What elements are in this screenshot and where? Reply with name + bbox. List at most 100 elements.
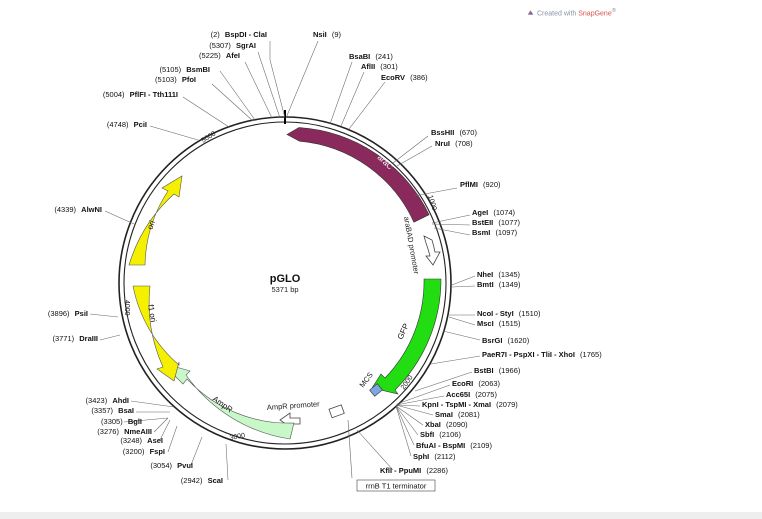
site-name: PsiI [75, 309, 88, 318]
site-BsmI: BsmI (1097) [472, 228, 518, 237]
site-pos: (5004) [103, 90, 125, 99]
site-SbfI: SbfI (2106) [420, 430, 461, 439]
site-name: FspI [150, 447, 165, 456]
site-NcoI-StyI: NcoI - StyI (1510) [477, 309, 541, 318]
site-pos: (5307) [209, 41, 231, 50]
site-name: BstEII [472, 218, 493, 227]
site-AgeI: AgeI (1074) [472, 208, 516, 217]
feature-araC: araC [286, 127, 430, 223]
site-num: (1966) [499, 366, 521, 375]
tick-label-5000: 5000 [200, 130, 217, 144]
site-name: NruI [435, 139, 450, 148]
snapgene-credit: Created with SnapGene® [527, 8, 616, 17]
site-BsaBI: BsaBI (241) [349, 52, 393, 61]
site-name: NcoI - StyI [477, 309, 514, 318]
site-num: (1345) [498, 270, 520, 279]
site-num: (920) [483, 180, 501, 189]
site-pos: (3054) [150, 461, 172, 470]
site-num: (1349) [499, 280, 521, 289]
site-SmaI: SmaI (2081) [435, 410, 480, 419]
site-num: (2090) [446, 420, 468, 429]
site-name: KpnI - TspMI - XmaI [422, 400, 491, 409]
site-pos: (3248) [120, 436, 142, 445]
site-AhdI: (3423) AhdI [86, 396, 129, 405]
site-name: PfoI [182, 75, 196, 84]
site-num: (301) [380, 62, 398, 71]
feature-label-f1-ori: f1 ori [146, 304, 158, 323]
site-name: BssHII [431, 128, 454, 137]
site-NheI: NheI (1345) [477, 270, 521, 279]
credit-brand: SnapGene [578, 10, 612, 18]
site-BsmBI: (5105) BsmBI [159, 65, 210, 74]
plasmid-size: 5371 bp [271, 285, 298, 294]
site-name: NsiI [313, 30, 327, 39]
site-num: (2106) [439, 430, 461, 439]
feature-ori: ori [128, 175, 183, 266]
site-name: BsrGI [482, 336, 502, 345]
feature-f1-ori: f1 ori [132, 285, 180, 382]
site-NruI: NruI (708) [435, 139, 473, 148]
terminator-label-box [356, 479, 436, 492]
site-num: (2075) [475, 390, 497, 399]
site-pos: (3357) [91, 406, 113, 415]
feature-label-araBAD-promoter: araBAD promoter [402, 216, 421, 276]
site-name: BfuAI - BspMI [416, 441, 465, 450]
site-name: SgrAI [236, 41, 256, 50]
site-name: SmaI [435, 410, 453, 419]
site-EcoRV: EcoRV (386) [381, 73, 428, 82]
site-num: (2109) [470, 441, 492, 450]
site-name: KflI - PpuMI [380, 466, 421, 475]
site-name: AseI [147, 436, 163, 445]
site-PflFI-Tth111I: (5004) PflFI - Tth111I [103, 90, 178, 99]
site-num: (1074) [493, 208, 515, 217]
site-num: (386) [410, 73, 428, 82]
site-KflI-PpuMI: KflI - PpuMI (2286) [380, 466, 449, 475]
site-name: ScaI [208, 476, 223, 485]
site-PciI: (4748) PciI [107, 120, 147, 129]
site-PsiI: (3896) PsiI [48, 309, 88, 318]
site-name: NmeAIII [124, 427, 152, 436]
site-pos: (3200) [123, 447, 145, 456]
site-name: PaeR7I - PspXI - TliI - XhoI [482, 350, 575, 359]
site-pos: (2942) [181, 476, 203, 485]
snapgene-logo-icon [527, 10, 534, 15]
site-name: BglI [128, 417, 142, 426]
site-ScaI: (2942) ScaI [181, 476, 223, 485]
site-name: BspDI - ClaI [225, 30, 267, 39]
site-PaeR7I-PspXI-TliI-XhoI: PaeR7I - PspXI - TliI - XhoI (1765) [482, 350, 602, 359]
feature-label-rrnB-T1-terminator: rrnB T1 terminator [366, 482, 427, 491]
terminator-leader [347, 419, 353, 479]
site-name: BsmBI [186, 65, 210, 74]
site-name: MscI [477, 319, 494, 328]
site-name: BsaI [118, 406, 134, 415]
site-BsrGI: BsrGI (1620) [482, 336, 530, 345]
site-num: (2079) [496, 400, 518, 409]
site-pos: (2) [211, 30, 221, 39]
site-BmtI: BmtI (1349) [477, 280, 521, 289]
site-name: AflII [361, 62, 375, 71]
site-AflII: AflII (301) [361, 62, 398, 71]
site-name: SphI [413, 452, 429, 461]
site-name: PflMI [460, 180, 478, 189]
site-num: (2286) [426, 466, 448, 475]
site-num: (9) [332, 30, 342, 39]
site-pos: (3771) [52, 334, 74, 343]
feature-label-ori: ori [145, 219, 157, 231]
site-SgrAI: (5307) SgrAI [209, 41, 256, 50]
site-name: AgeI [472, 208, 488, 217]
site-name: PciI [134, 120, 147, 129]
site-name: BsaBI [349, 52, 370, 61]
site-pos: (3896) [48, 309, 70, 318]
site-EcoRI: EcoRI (2063) [452, 379, 501, 388]
site-BstBI: BstBI (1966) [474, 366, 521, 375]
feature-AmpR: AmpR [160, 362, 295, 440]
plasmid-name: pGLO [270, 273, 301, 285]
site-BssHII: BssHII (670) [431, 128, 477, 137]
tick-label-3000: 3000 [229, 432, 246, 442]
site-name: EcoRI [452, 379, 473, 388]
site-pos: (3423) [86, 396, 108, 405]
site-num: (670) [459, 128, 477, 137]
site-leader-lines [89, 40, 481, 481]
tick-label-4000: 4000 [123, 300, 130, 316]
terminator-box [328, 404, 345, 419]
